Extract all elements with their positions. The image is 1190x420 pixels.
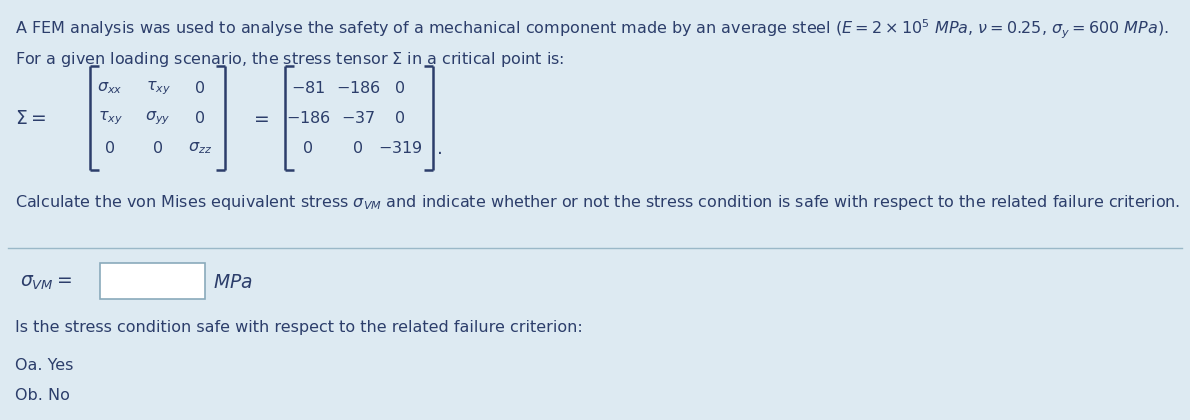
Text: Is the stress condition safe with respect to the related failure criterion:: Is the stress condition safe with respec… xyxy=(15,320,583,335)
Text: $0$: $0$ xyxy=(194,110,206,126)
Text: Calculate the von Mises equivalent stress $\sigma_{VM}$ and indicate whether or : Calculate the von Mises equivalent stres… xyxy=(15,193,1180,212)
Text: Ob. No: Ob. No xyxy=(15,388,70,403)
Text: $\sigma_{yy}$: $\sigma_{yy}$ xyxy=(145,109,170,127)
Text: $0$: $0$ xyxy=(395,110,406,126)
Text: $-37$: $-37$ xyxy=(340,110,375,126)
Text: $\Sigma =$: $\Sigma =$ xyxy=(15,108,46,128)
Text: $MPa$: $MPa$ xyxy=(213,273,252,291)
Text: $\tau_{xy}$: $\tau_{xy}$ xyxy=(145,79,170,97)
Text: $=$: $=$ xyxy=(250,108,270,128)
Text: $\tau_{xy}$: $\tau_{xy}$ xyxy=(98,109,123,127)
Text: $0$: $0$ xyxy=(105,140,115,156)
Text: $0$: $0$ xyxy=(302,140,313,156)
Text: $0$: $0$ xyxy=(395,80,406,96)
Text: For a given loading scenario, the stress tensor $\Sigma$ in a critical point is:: For a given loading scenario, the stress… xyxy=(15,50,564,69)
Text: A FEM analysis was used to analyse the safety of a mechanical component made by : A FEM analysis was used to analyse the s… xyxy=(15,18,1169,41)
Text: $0$: $0$ xyxy=(152,140,163,156)
Text: Oa. Yes: Oa. Yes xyxy=(15,358,74,373)
Text: $-81$: $-81$ xyxy=(290,80,325,96)
Text: $-186$: $-186$ xyxy=(336,80,381,96)
Text: $0$: $0$ xyxy=(194,80,206,96)
Text: .: . xyxy=(437,139,443,158)
Text: $\sigma_{zz}$: $\sigma_{zz}$ xyxy=(188,140,212,156)
Text: $0$: $0$ xyxy=(352,140,363,156)
FancyBboxPatch shape xyxy=(100,263,205,299)
Text: $\sigma_{xx}$: $\sigma_{xx}$ xyxy=(98,80,123,96)
Text: $-319$: $-319$ xyxy=(377,140,422,156)
Text: $-186$: $-186$ xyxy=(286,110,331,126)
Text: $\sigma_{VM} =$: $\sigma_{VM} =$ xyxy=(20,273,73,291)
